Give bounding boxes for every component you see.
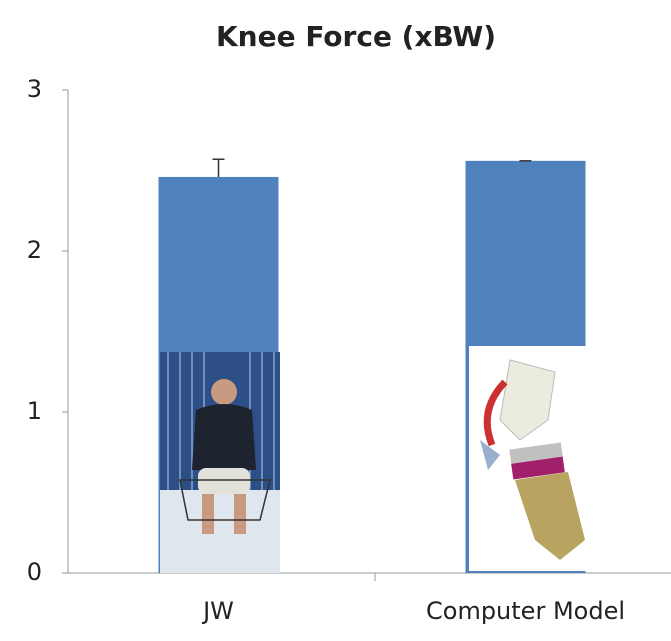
photo-jw [160,352,280,573]
y-tick-label: 2 [27,236,42,264]
x-tick-label: Computer Model [426,597,625,625]
x-tick-label: JW [201,597,234,625]
y-tick-label: 0 [27,558,42,586]
chart: Knee Force (xBW) 0 1 2 3 JW Computer Model [0,0,671,641]
chart-title: Knee Force (xBW) [216,20,496,53]
error-bar [213,159,225,177]
knee-model [469,346,588,571]
bar-images [160,346,588,573]
y-tick-label: 1 [27,397,42,425]
y-tick-label: 3 [27,75,42,103]
